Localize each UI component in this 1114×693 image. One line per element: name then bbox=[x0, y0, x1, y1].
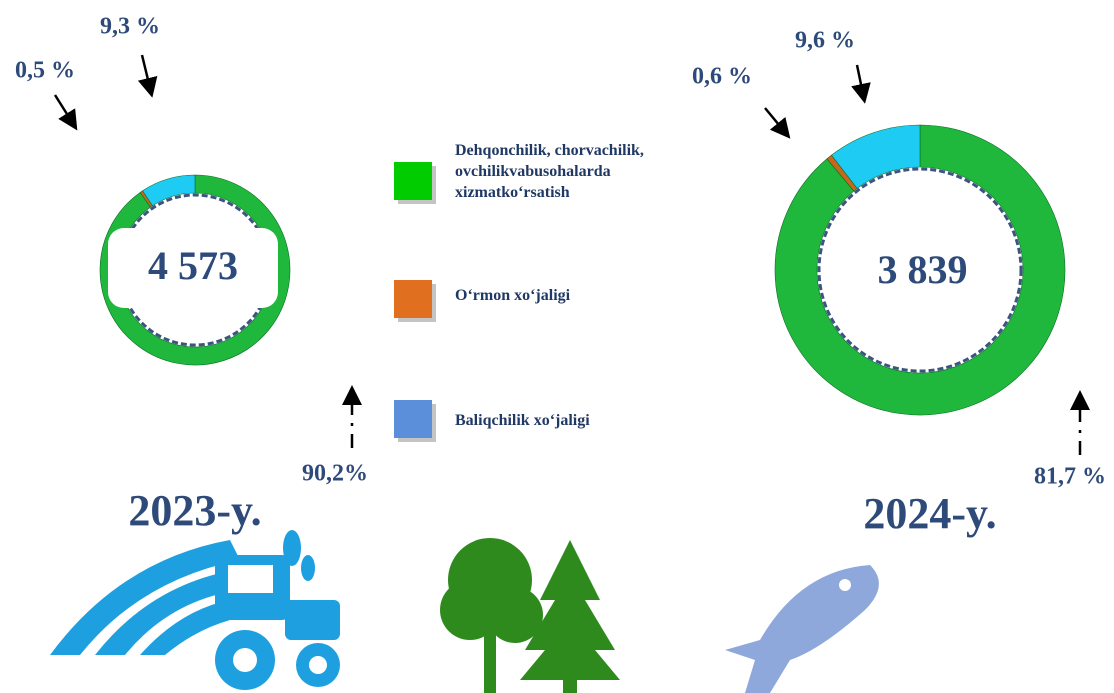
value-label: 0,6 % bbox=[692, 64, 752, 90]
year-title: 2023-y. bbox=[128, 486, 261, 535]
legend-label: Baliqchilik xo‘jaligi bbox=[455, 410, 645, 431]
legend-label: Dehqonchilik, chorvachilik, ovchilikvabu… bbox=[455, 140, 645, 203]
value-label: 9,6 % bbox=[795, 28, 855, 54]
total-label: 3 839 bbox=[878, 247, 968, 292]
trees-icon bbox=[440, 538, 620, 693]
value-label: 81,7 % bbox=[1034, 464, 1106, 490]
total-label: 4 573 bbox=[148, 243, 238, 288]
value-label: 0,5 % bbox=[15, 58, 75, 84]
fish-icon bbox=[725, 565, 879, 693]
tractor-icon bbox=[50, 530, 340, 690]
year-title: 2024-y. bbox=[863, 489, 996, 538]
legend-label: O‘rmon xo‘jaligi bbox=[455, 285, 645, 306]
chart: 90,2% 0,5 % 9,3 % 4 573 2023-y. 81,7 % 0,6 % 9,… bbox=[0, 0, 1114, 693]
value-label: 90,2% bbox=[302, 461, 368, 487]
legend-swatch bbox=[394, 162, 432, 200]
legend-swatch bbox=[394, 400, 432, 438]
value-label: 9,3 % bbox=[100, 14, 160, 40]
legend-swatch bbox=[394, 280, 432, 318]
page: 90,2% 0,5 % 9,3 % 4 573 2023-y. 81,7 % 0,6 % 9,… bbox=[0, 0, 1114, 693]
